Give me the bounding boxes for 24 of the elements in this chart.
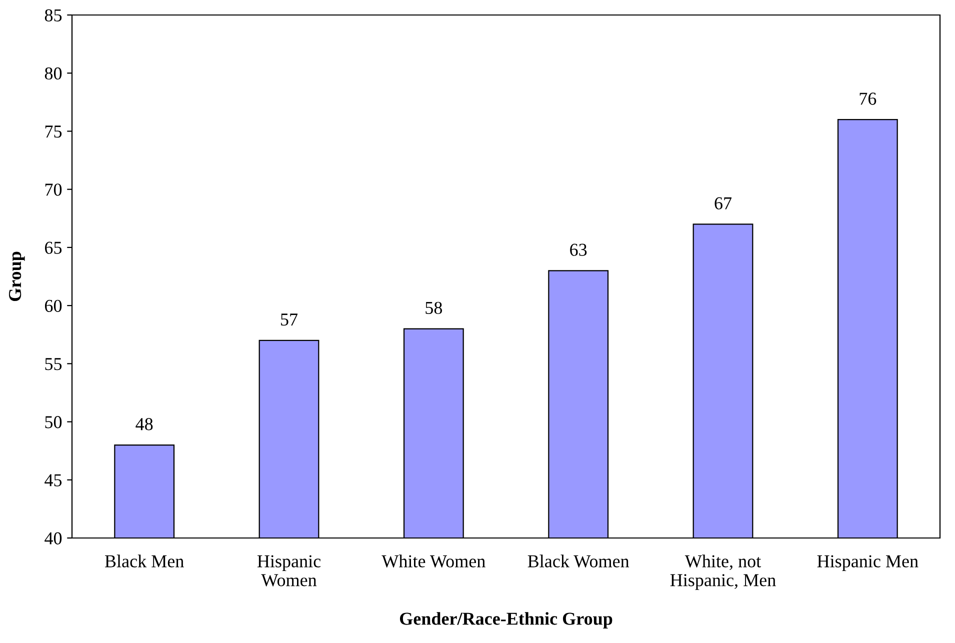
x-tick-label: Black Men [104,554,184,568]
x-tick-label: White, not Hispanic, Men [670,554,776,590]
data-label: 58 [426,302,442,314]
data-label: 63 [570,244,587,256]
x-tick-label: White Women [382,554,486,568]
x-axis-title: Gender/Race-Ethnic Group [400,612,612,629]
y-tick-label: 50 [45,416,62,428]
x-tick-label: Hispanic Women [257,555,321,586]
y-tick-label: 65 [45,242,62,254]
data-label: 48 [136,418,153,430]
y-tick-label: 80 [44,67,62,80]
y-tick-label: 60 [45,300,62,312]
y-tick-label: 75 [45,126,62,138]
data-label: 76 [860,92,876,105]
y-axis-title: Group [8,252,25,302]
y-tick-label: 85 [44,9,62,22]
y-tick-label: 40 [44,532,62,544]
y-tick-label: 55 [45,358,62,370]
y-tick-label: 45 [44,474,62,486]
data-label: 57 [281,314,298,326]
data-label: 67 [714,197,732,210]
x-tick-label: Black Women [528,554,630,568]
y-tick-label: 70 [45,184,62,196]
x-tick-label: Hispanic Men [817,555,918,572]
